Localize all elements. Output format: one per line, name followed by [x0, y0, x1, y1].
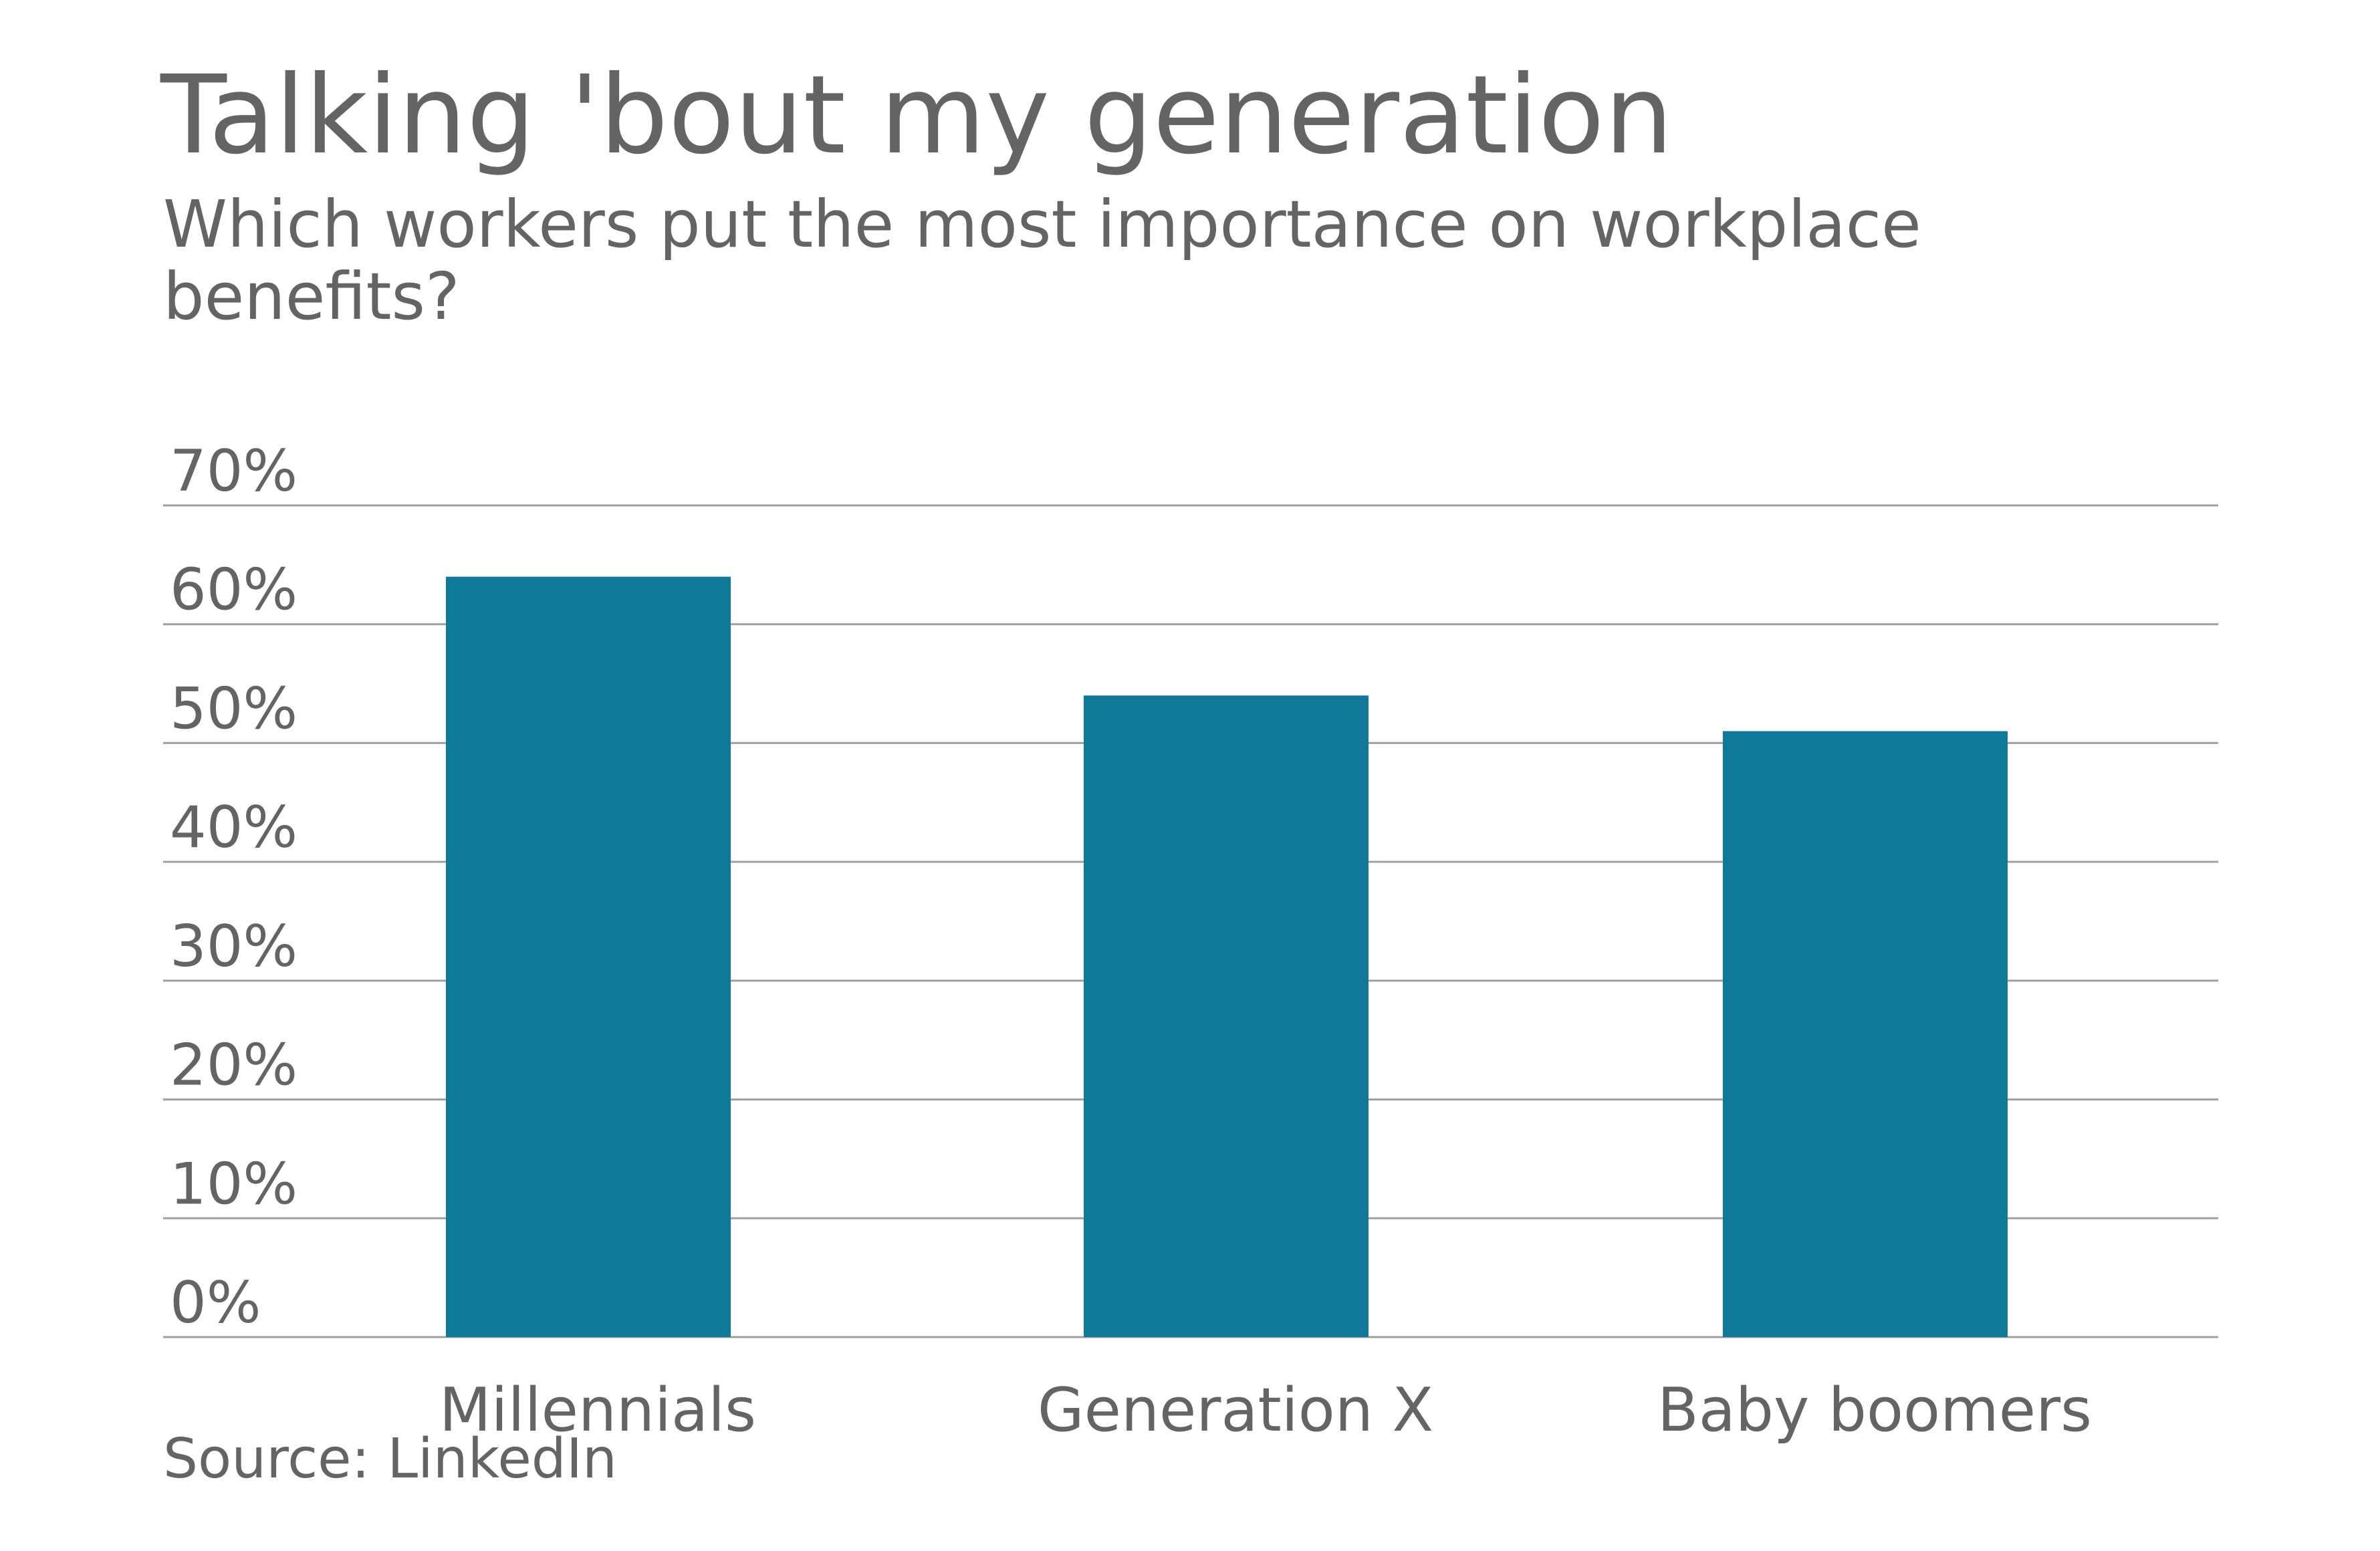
x-axis-category-labels: Millennials Generation X Baby boomers — [439, 1375, 2092, 1445]
y-tick-label: 30% — [170, 913, 298, 980]
y-tick-label: 40% — [170, 794, 298, 861]
x-category-label: Baby boomers — [1657, 1375, 2092, 1445]
y-tick-label: 50% — [170, 675, 298, 742]
bar-millennials — [446, 577, 731, 1337]
bar-generation-x — [1084, 695, 1368, 1337]
x-category-label: Generation X — [1038, 1375, 1433, 1445]
y-axis-tick-labels: 0% 10% 20% 30% 40% 50% 60% 70% — [170, 438, 298, 1336]
bar-baby-boomers — [1723, 731, 2008, 1337]
bars — [446, 577, 2008, 1337]
y-tick-label: 70% — [170, 438, 298, 505]
y-tick-label: 10% — [170, 1151, 298, 1217]
y-tick-label: 20% — [170, 1032, 298, 1099]
y-tick-label: 60% — [170, 557, 298, 624]
source-note: Source: LinkedIn — [163, 1432, 617, 1487]
y-tick-label: 0% — [170, 1270, 261, 1336]
